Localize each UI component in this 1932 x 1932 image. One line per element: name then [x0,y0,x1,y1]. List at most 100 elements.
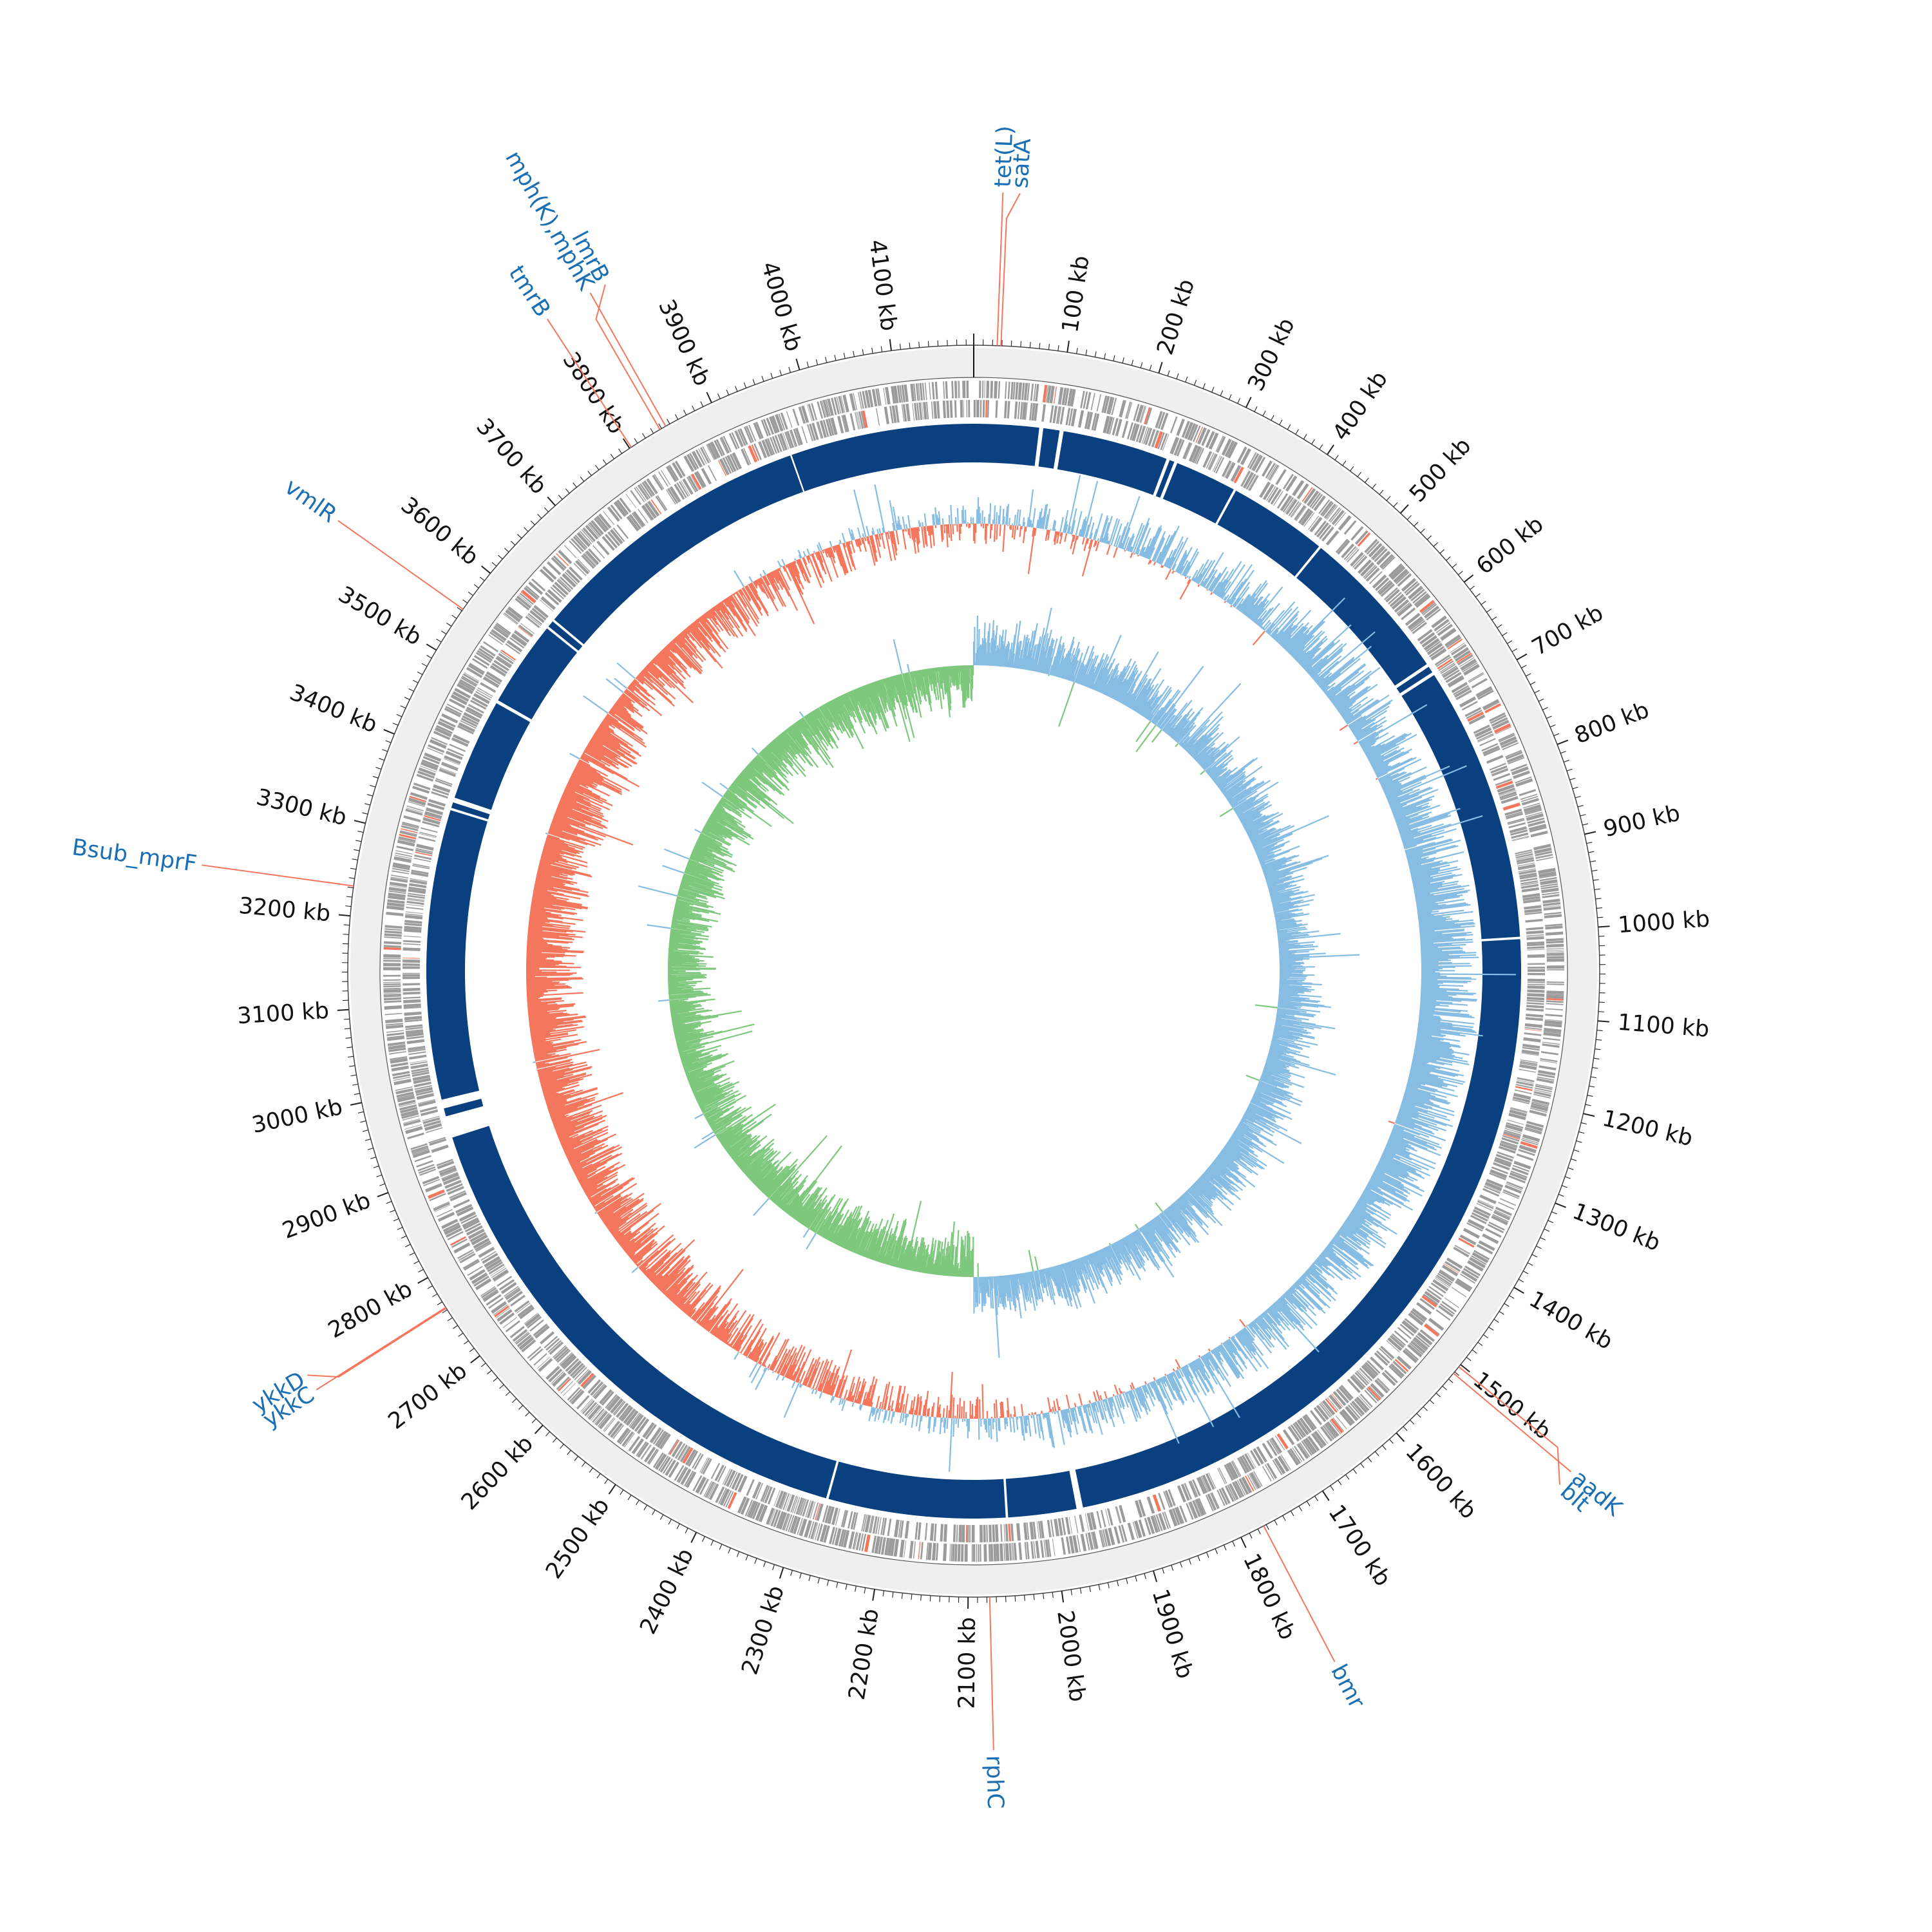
gene-feature [414,1084,432,1090]
gene-feature [786,1494,795,1512]
gene-feature [1527,989,1545,993]
gc-content-bar [526,966,582,969]
gene-feature [1441,665,1457,676]
gene-feature [961,1544,964,1562]
gene-feature [1341,1408,1355,1425]
gene-feature [954,1544,958,1562]
gene-feature [1519,1068,1537,1073]
gene-feature [1192,1500,1201,1517]
gene-feature [424,752,442,762]
gene-feature [1141,426,1148,444]
gene-feature [927,1542,933,1560]
gene-feature [1317,1429,1329,1444]
gene-feature [412,1150,430,1159]
gene-feature [876,408,880,426]
minor-tick [1446,556,1451,561]
gene-feature [1471,1212,1488,1222]
tick-label: 3600 kb [396,492,484,571]
gene-feature [746,1479,755,1496]
gc-content-bar [838,542,841,545]
minor-tick [1382,1445,1387,1450]
minor-tick [567,1450,571,1455]
minor-tick [602,459,607,465]
gene-feature [1325,530,1340,546]
gene-feature [392,865,410,871]
gene-feature [590,1381,603,1396]
major-tick [480,565,491,574]
gc-content-bar [1050,1408,1052,1412]
minor-tick [1596,907,1603,909]
gene-feature [1065,1517,1071,1535]
gene-feature [864,1515,871,1533]
gene-feature [1290,1424,1302,1440]
gene-feature [433,1201,450,1209]
gene-feature [434,727,452,737]
gene-feature [1211,1492,1220,1509]
gene-feature [1438,1270,1455,1282]
gene-feature [645,1424,657,1440]
minor-tick [587,470,592,476]
gene-feature [475,1240,491,1251]
gene-feature [1338,1386,1352,1401]
gene-feature [1372,574,1387,589]
tick-marks [337,334,1610,1609]
gc-content-bar [737,590,739,592]
gene-feature [420,761,438,771]
gene-feature [1053,386,1057,404]
minor-tick [1202,383,1206,389]
minor-tick [1048,343,1050,350]
gene-feature [1525,918,1543,923]
gene-feature [1003,1543,1006,1561]
minor-tick [447,1317,453,1321]
gene-feature [406,1039,425,1045]
tick-label: 800 kb [1571,697,1653,750]
minor-tick [1403,1426,1408,1432]
gene-feature [687,453,697,471]
gene-feature [1524,1128,1542,1135]
gene-feature [518,1336,535,1350]
minor-tick [437,1302,443,1305]
gene-feature [460,677,477,687]
gc-content-bar [908,1410,911,1414]
minor-tick [1502,632,1508,636]
gene-feature [782,1493,790,1510]
minor-tick [1553,733,1560,736]
gene-feature [551,556,565,571]
gene-feature [1076,1535,1081,1553]
gene-feature [402,983,421,986]
minor-tick [927,341,929,347]
gene-feature [951,1544,952,1562]
gene-feature [1193,425,1201,442]
gene-feature [917,1522,922,1540]
gene-feature [527,1316,542,1329]
gene-feature [1218,1467,1227,1484]
gene-feature [637,1442,649,1458]
gc-content-bar [1003,516,1005,525]
contig-segment [791,424,974,491]
minor-tick [1477,1341,1483,1347]
gene-feature [1437,623,1454,636]
gene-feature [1524,911,1542,915]
gene-feature [1495,781,1513,790]
gene-feature [442,1222,460,1232]
gene-feature [471,658,488,669]
gene-feature [1526,999,1544,1003]
gc-content-bar [911,1414,914,1428]
gene-feature [587,1379,601,1394]
gene-feature [1232,1460,1242,1477]
gc-content-bar [904,1394,909,1414]
minor-tick [1140,362,1143,368]
minor-tick [745,1555,748,1561]
gene-feature [775,1511,784,1529]
gene-feature [674,1443,685,1459]
gene-feature [437,721,455,732]
gene-feature [778,1511,788,1530]
gc-content-bar [1065,1394,1070,1409]
gc-content-bar [1072,535,1074,537]
minor-tick [882,1590,885,1596]
gc-content-bar [869,1378,878,1407]
gene-feature [993,1544,997,1562]
gene-feature [676,1443,686,1459]
minor-tick [1271,415,1274,421]
gene-feature [643,480,656,497]
